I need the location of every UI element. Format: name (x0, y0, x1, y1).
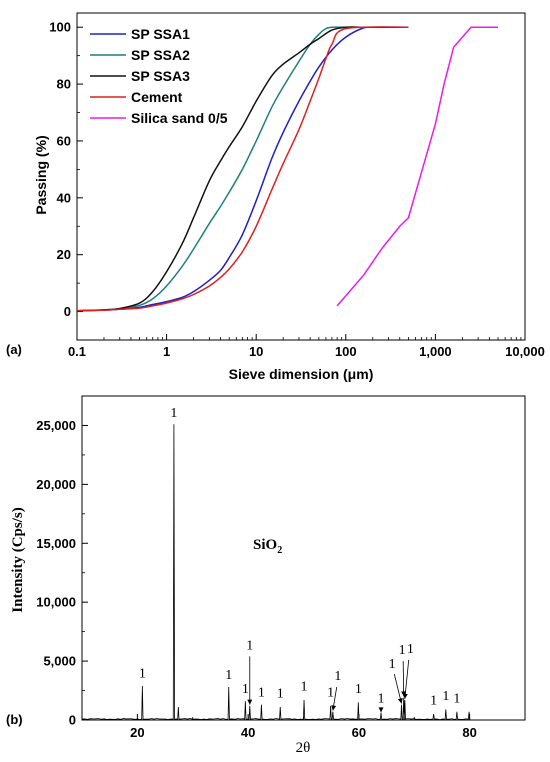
peak-marker-label: 1 (378, 691, 385, 706)
y-tick-label-60: 60 (57, 133, 71, 148)
legend-label-sp-ssa1: SP SSA1 (131, 26, 190, 42)
peak-marker-label: 1 (442, 689, 449, 704)
panel-a-x-axis-label: Sieve dimension (μm) (229, 366, 374, 382)
peak-marker-label: 1 (277, 687, 284, 702)
legend-label-silica-sand-0-5: Silica sand 0/5 (131, 110, 228, 126)
panel-a-x-tick-labels: 0.1 1 10 100 1,000 10,000 (68, 344, 545, 359)
peak-marker-label: 1 (334, 669, 341, 684)
panel-a-legend: SP SSA1 SP SSA2 SP SSA3 Cement Silica sand 0… (90, 26, 228, 126)
y-tick-label-5-000: 5,000 (43, 654, 76, 669)
panel-b-x-tick-labels: 20 40 60 80 (130, 725, 477, 740)
panel-b-xrd-pattern: 20 40 60 80 05,00010,00015,00020,00025,000 … (6, 395, 526, 756)
peak-marker-label: 1 (246, 638, 253, 653)
panel-b-plot-frame (81, 395, 526, 721)
x-tick-label-10-000: 10,000 (505, 344, 545, 359)
peak-marker-label: 1 (225, 668, 232, 683)
panel-a-size-distribution: 0.1 1 10 100 1,000 10,000 0 20 40 60 80 100 SP SSA… (6, 12, 545, 382)
panel-a-label: (a) (6, 342, 22, 357)
peak-marker-arrow (404, 659, 410, 699)
x-tick-label-1: 1 (163, 344, 170, 359)
peak-marker-label: 1 (407, 642, 414, 657)
x-tick-label-40: 40 (241, 725, 255, 740)
y-tick-label-25-000: 25,000 (36, 418, 76, 433)
panel-a-series (76, 26, 499, 312)
peak-marker-label: 1 (355, 682, 362, 697)
legend-label-cement: Cement (131, 89, 183, 105)
x-tick-label-100: 100 (335, 344, 357, 359)
x-tick-label-80: 80 (462, 725, 476, 740)
peak-marker-arrowhead (402, 693, 408, 699)
panel-a-plot-frame (76, 12, 526, 341)
peak-marker-label: 1 (399, 643, 406, 658)
x-tick-label-1-000: 1,000 (419, 344, 452, 359)
panel-b-ticks (81, 424, 526, 721)
peak-marker-label: 1 (430, 694, 437, 709)
y-tick-label-40: 40 (57, 190, 71, 205)
y-tick-label-10-000: 10,000 (36, 595, 76, 610)
series-line-silica-sand-0-5 (336, 26, 499, 307)
peak-marker-arrow (402, 661, 405, 697)
panel-b-x-axis-label: 2θ (296, 740, 311, 756)
x-tick-label-0-1: 0.1 (68, 344, 86, 359)
y-tick-label-15-000: 15,000 (36, 536, 76, 551)
peak-marker-arrowhead (247, 699, 253, 705)
x-tick-label-60: 60 (352, 725, 366, 740)
y-tick-label-0: 0 (69, 713, 76, 728)
series-line-sp-ssa1 (76, 26, 409, 312)
panel-b-y-axis-label: Intensity (Cps/s) (10, 507, 26, 612)
peak-marker-label: 1 (258, 685, 265, 700)
panel-b-label: (b) (6, 712, 23, 727)
y-tick-label-20: 20 (57, 247, 71, 262)
peak-marker-label: 1 (327, 685, 334, 700)
peak-marker-label: 1 (453, 691, 460, 706)
panel-a-y-axis-label: Passing (%) (33, 135, 49, 214)
peak-marker-label: 1 (242, 682, 249, 697)
panel-b-xrd-trace (81, 424, 471, 721)
peak-marker-label: 1 (301, 680, 308, 695)
peak-marker-arrowhead (378, 707, 384, 713)
y-tick-label-0: 0 (64, 304, 71, 319)
panel-a-y-tick-labels: 0 20 40 60 80 100 (49, 20, 71, 319)
x-tick-label-10: 10 (249, 344, 263, 359)
peak-marker-label: 1 (170, 406, 177, 421)
legend-label-sp-ssa2: SP SSA2 (131, 47, 190, 63)
series-line-sp-ssa3 (76, 26, 409, 312)
peak-marker-arrow (393, 673, 402, 704)
y-tick-label-20-000: 20,000 (36, 477, 76, 492)
panel-b-annotation: SiO2 (253, 537, 282, 556)
panel-a-ticks (76, 26, 526, 340)
x-tick-label-20: 20 (130, 725, 144, 740)
peak-marker-label: 1 (139, 667, 146, 682)
panel-b-y-tick-labels: 0 5,000 10,000 15,000 20,000 25,000 (36, 418, 76, 728)
series-line-cement (76, 26, 409, 312)
peak-marker-label: 1 (389, 657, 396, 672)
legend-label-sp-ssa3: SP SSA3 (131, 68, 190, 84)
y-tick-label-80: 80 (57, 77, 71, 92)
y-tick-label-100: 100 (49, 20, 71, 35)
peak-marker-arrowhead (331, 705, 337, 711)
series-line-sp-ssa2 (76, 26, 409, 312)
peak-marker-arrowhead (397, 698, 403, 704)
